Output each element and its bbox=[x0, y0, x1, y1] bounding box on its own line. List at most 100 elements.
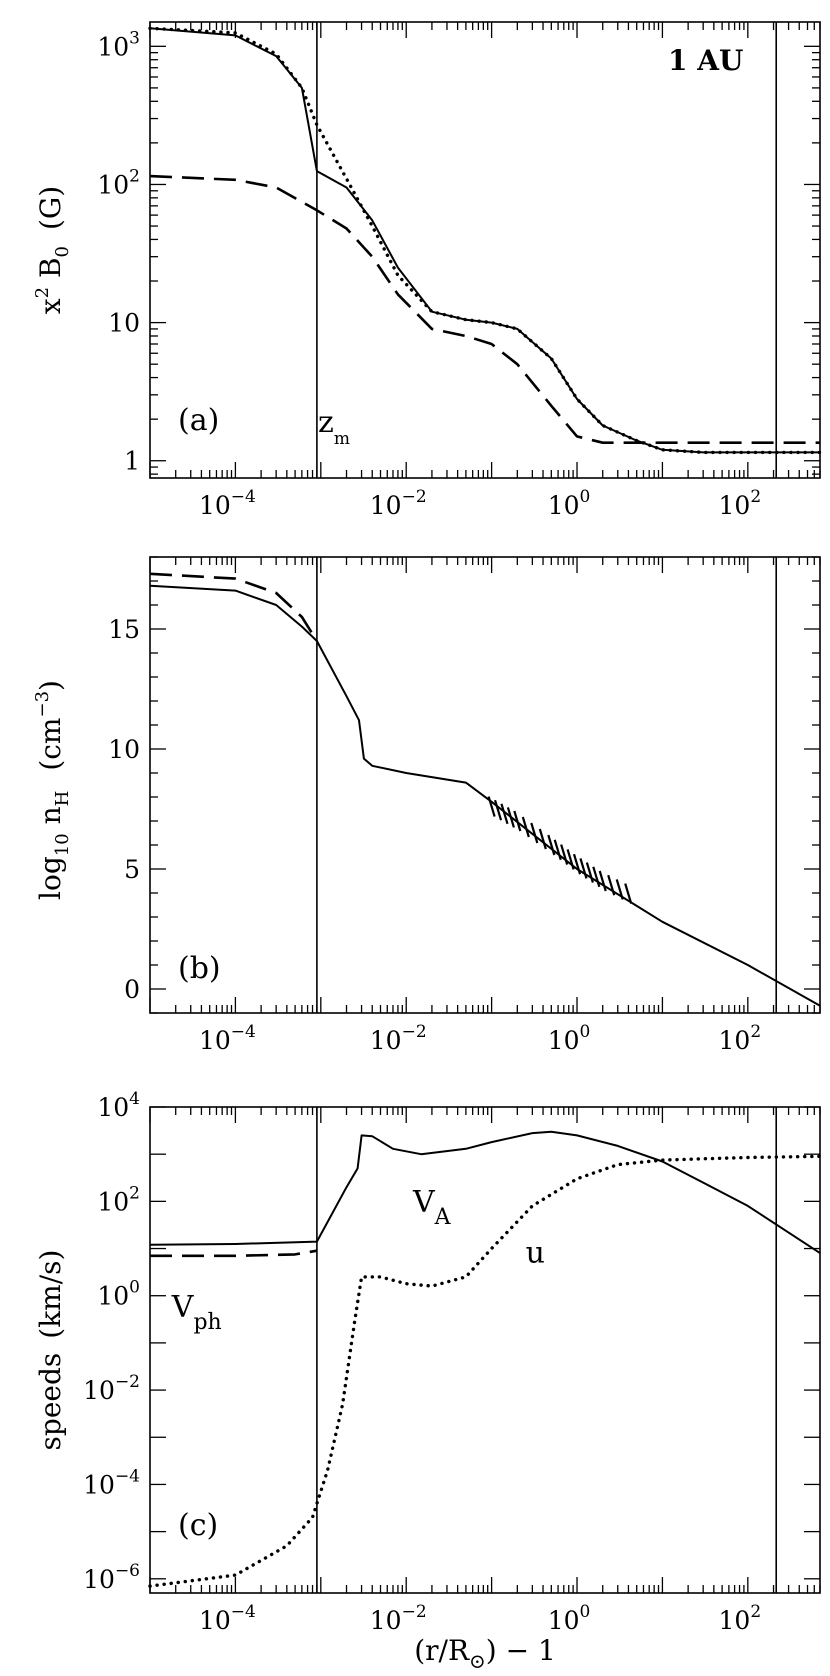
annotation-2: Vph bbox=[171, 1290, 222, 1335]
hatch-mark bbox=[506, 807, 515, 828]
x-tick-label-exp: 0 bbox=[580, 1022, 591, 1042]
panel-c-label: (c) bbox=[178, 1508, 218, 1543]
x-axis-label: (r/R⊙) − 1 bbox=[414, 1634, 556, 1673]
annotation-sub: ph bbox=[193, 1310, 221, 1335]
y-tick-label: 15 bbox=[108, 615, 140, 644]
x-tick-label: 100 bbox=[548, 487, 591, 520]
y-tick-label-exp: 2 bbox=[129, 1183, 140, 1203]
y-tick-label: 1 bbox=[124, 447, 140, 476]
ylabel-c-unit: (km/s) bbox=[34, 1250, 67, 1339]
x-tick-label-base: 10 bbox=[719, 491, 751, 520]
ylabel-a-sub: 0 bbox=[52, 246, 73, 257]
ylabel-a-main: x bbox=[34, 298, 67, 314]
panel-a-series-2-dashed bbox=[149, 174, 820, 444]
hatch-mark bbox=[607, 874, 616, 896]
hatch-mark bbox=[579, 858, 588, 879]
panel-b-series-2-hatch bbox=[487, 796, 633, 904]
y-tick-label: 0 bbox=[124, 975, 140, 1004]
panel-c-series bbox=[148, 1130, 822, 1588]
ylabel-b-unit-end: ) bbox=[34, 680, 67, 691]
hatch-mark bbox=[624, 883, 633, 904]
x-tick-label: 10−2 bbox=[370, 487, 427, 520]
x-tick-label-exp: 2 bbox=[750, 1602, 761, 1622]
y-tick-label-base: 10 bbox=[97, 1282, 129, 1311]
hatch-mark bbox=[615, 879, 624, 900]
x-tick-label-base: 10 bbox=[199, 1606, 231, 1635]
ylabel-a-unit: (G) bbox=[34, 186, 67, 230]
y-tick-label: 5 bbox=[124, 855, 140, 884]
hatch-mark bbox=[547, 834, 556, 856]
hatch-mark bbox=[553, 839, 562, 861]
panel-c-series-0-solid bbox=[149, 1130, 821, 1254]
ylabel-b-sub: 10 bbox=[52, 833, 73, 856]
panel-a-label: (a) bbox=[178, 403, 219, 438]
hatch-mark bbox=[513, 810, 522, 832]
y-tick-label-base: 10 bbox=[108, 735, 140, 764]
ylabel-a-sup: 2 bbox=[32, 287, 53, 298]
y-tick-label: 10 bbox=[108, 309, 140, 338]
panel-b-frame bbox=[149, 556, 821, 1014]
au-label: 1 AU bbox=[668, 44, 743, 77]
hatch-mark bbox=[530, 822, 539, 844]
y-tick-label: 104 bbox=[97, 1089, 140, 1122]
y-tick-label-exp: −4 bbox=[115, 1466, 140, 1486]
hatch-mark bbox=[487, 796, 496, 817]
x-tick-label-base: 10 bbox=[199, 1026, 231, 1055]
panel-a-series-0-solid bbox=[149, 27, 820, 454]
x-tick-label: 102 bbox=[719, 1602, 762, 1635]
x-tick-label: 10−4 bbox=[199, 487, 256, 520]
panel-a-ylabel: x2 B0 (G) bbox=[32, 186, 73, 314]
x-tick-label-base: 10 bbox=[370, 1026, 402, 1055]
y-tick-label: 10 bbox=[108, 735, 140, 764]
ylabel-b-mid: n bbox=[34, 806, 67, 833]
panel-c-frame bbox=[149, 1106, 821, 1594]
y-tick-label-base: 10 bbox=[97, 32, 129, 61]
panel-b-series bbox=[149, 572, 821, 1007]
x-tick-label-base: 10 bbox=[548, 1606, 580, 1635]
ylabel-b-unit-sup: −3 bbox=[32, 691, 53, 718]
y-tick-label-exp: −6 bbox=[115, 1561, 140, 1581]
annotation-main: V bbox=[171, 1290, 195, 1325]
xlabel-end: ) − 1 bbox=[486, 1634, 556, 1667]
annotation-main: V bbox=[412, 1185, 436, 1220]
x-tick-label: 10−4 bbox=[199, 1602, 256, 1635]
ylabel-b-unit: (cm bbox=[34, 718, 67, 771]
hatch-mark bbox=[572, 853, 582, 875]
panel-a-series bbox=[148, 26, 822, 455]
annotation-sub: A bbox=[434, 1205, 452, 1230]
y-tick-label: 100 bbox=[97, 1278, 140, 1311]
hatch-mark bbox=[538, 828, 547, 850]
y-tick-label-base: 10 bbox=[108, 309, 140, 338]
svg-text:x2 B0(G): x2 B0 (G) bbox=[32, 186, 73, 314]
x-tick-label-exp: 0 bbox=[580, 1602, 591, 1622]
y-tick-label-base: 10 bbox=[97, 1187, 129, 1216]
hatch-mark bbox=[566, 849, 575, 870]
x-tick-label-base: 10 bbox=[199, 491, 231, 520]
y-tick-label-base: 10 bbox=[83, 1376, 115, 1405]
svg-text:speeds(km/s): speeds (km/s) bbox=[34, 1250, 67, 1451]
x-tick-label-base: 10 bbox=[548, 491, 580, 520]
x-tick-label-exp: −2 bbox=[402, 1022, 427, 1042]
hatch-mark bbox=[598, 870, 607, 892]
hatch-mark bbox=[592, 866, 601, 888]
hatch-mark bbox=[493, 799, 503, 821]
hatch-mark bbox=[585, 862, 594, 883]
panel-c-series-2-dotted bbox=[148, 1154, 822, 1588]
zm-label-main: z bbox=[318, 405, 334, 440]
y-tick-label: 103 bbox=[97, 28, 140, 61]
y-tick-label-base: 10 bbox=[97, 170, 129, 199]
ylabel-c-main: speeds bbox=[34, 1353, 67, 1451]
y-tick-label-base: 5 bbox=[124, 855, 140, 884]
x-tick-label-base: 10 bbox=[370, 491, 402, 520]
x-tick-label-exp: −4 bbox=[231, 487, 256, 507]
annotation-0: VA bbox=[412, 1185, 452, 1230]
x-tick-label: 100 bbox=[548, 1022, 591, 1055]
y-tick-label-exp: 2 bbox=[129, 166, 140, 186]
panel-b-series-1-dashed bbox=[149, 572, 319, 642]
x-tick-label: 10−2 bbox=[370, 1602, 427, 1635]
